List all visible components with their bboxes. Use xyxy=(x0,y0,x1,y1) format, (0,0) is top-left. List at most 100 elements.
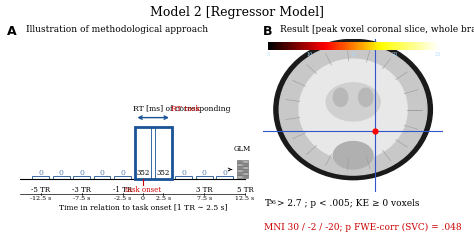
Bar xyxy=(94,176,110,179)
Bar xyxy=(400,42,402,50)
Bar xyxy=(355,42,358,50)
Text: 12.5 s: 12.5 s xyxy=(236,196,255,201)
Bar xyxy=(370,42,373,50)
Bar xyxy=(434,42,436,50)
Bar xyxy=(237,175,242,178)
Bar xyxy=(243,175,248,178)
Bar xyxy=(366,42,368,50)
Bar xyxy=(351,42,354,50)
Bar xyxy=(347,42,349,50)
Text: 0: 0 xyxy=(141,196,145,201)
Bar xyxy=(279,42,282,50)
Bar xyxy=(283,42,286,50)
Text: 25: 25 xyxy=(435,52,441,57)
Bar xyxy=(376,42,379,50)
Bar xyxy=(216,176,233,179)
Bar xyxy=(271,42,273,50)
Bar xyxy=(135,127,172,179)
Text: Result [peak voxel coronal slice, whole brain]: Result [peak voxel coronal slice, whole … xyxy=(280,25,474,34)
Bar xyxy=(353,42,356,50)
Ellipse shape xyxy=(279,44,427,175)
Text: 5 TR: 5 TR xyxy=(237,186,254,194)
Text: 3 TR: 3 TR xyxy=(196,186,212,194)
Bar xyxy=(53,176,70,179)
Bar xyxy=(237,163,242,166)
Bar xyxy=(423,42,426,50)
Bar xyxy=(323,42,326,50)
Text: 0: 0 xyxy=(79,169,84,177)
Bar xyxy=(135,127,151,179)
Bar xyxy=(315,42,318,50)
Text: 0: 0 xyxy=(59,169,64,177)
Bar xyxy=(408,42,410,50)
Bar xyxy=(319,42,322,50)
Bar xyxy=(298,42,301,50)
Text: > 2.7 ; p < .005; KE ≥ 0 voxels: > 2.7 ; p < .005; KE ≥ 0 voxels xyxy=(274,199,419,208)
Bar xyxy=(425,42,428,50)
Text: 0: 0 xyxy=(182,169,186,177)
Bar xyxy=(374,42,377,50)
Bar xyxy=(429,42,432,50)
Bar xyxy=(391,42,394,50)
Bar xyxy=(393,42,396,50)
Text: Illustration of methodological approach: Illustration of methodological approach xyxy=(26,25,208,34)
Text: B: B xyxy=(263,25,273,38)
Ellipse shape xyxy=(358,88,373,107)
Text: 20: 20 xyxy=(392,52,398,57)
Text: 0: 0 xyxy=(202,169,207,177)
Ellipse shape xyxy=(333,88,348,107)
Bar xyxy=(412,42,415,50)
Bar xyxy=(196,176,213,179)
Bar xyxy=(321,42,324,50)
Bar xyxy=(398,42,400,50)
Text: 2.5 s: 2.5 s xyxy=(156,196,171,201)
Bar xyxy=(302,42,305,50)
Bar xyxy=(421,42,423,50)
Text: 5: 5 xyxy=(267,52,270,57)
Bar xyxy=(300,42,303,50)
Bar xyxy=(368,42,370,50)
Bar xyxy=(410,42,413,50)
Bar xyxy=(237,169,242,172)
Bar xyxy=(343,42,345,50)
Text: 36: 36 xyxy=(269,200,277,205)
Bar xyxy=(406,42,409,50)
Bar xyxy=(359,42,362,50)
Bar xyxy=(73,176,90,179)
Bar xyxy=(326,42,328,50)
Bar xyxy=(427,42,429,50)
Bar xyxy=(175,176,192,179)
Ellipse shape xyxy=(274,39,432,180)
Bar xyxy=(419,42,421,50)
Bar xyxy=(395,42,398,50)
Bar xyxy=(237,172,242,175)
Bar xyxy=(268,42,271,50)
Bar xyxy=(379,42,381,50)
Point xyxy=(371,129,379,133)
Text: -3 TR: -3 TR xyxy=(72,186,91,194)
Ellipse shape xyxy=(333,141,373,169)
Text: task onset: task onset xyxy=(125,186,161,194)
Bar xyxy=(328,42,330,50)
Bar xyxy=(345,42,347,50)
Bar xyxy=(402,42,404,50)
Bar xyxy=(381,42,383,50)
Bar xyxy=(334,42,337,50)
Bar xyxy=(338,42,341,50)
Bar xyxy=(243,163,248,166)
Text: -12.5 s: -12.5 s xyxy=(30,196,52,201)
Bar xyxy=(275,42,277,50)
Text: 0: 0 xyxy=(100,169,104,177)
Bar xyxy=(372,42,374,50)
Text: RT [ms] of corresponding: RT [ms] of corresponding xyxy=(133,105,233,113)
Bar xyxy=(311,42,313,50)
Bar xyxy=(436,42,438,50)
Bar xyxy=(294,42,296,50)
Text: 0: 0 xyxy=(120,169,125,177)
Bar xyxy=(332,42,335,50)
Bar xyxy=(273,42,275,50)
Bar xyxy=(340,42,343,50)
Bar xyxy=(281,42,283,50)
Bar xyxy=(307,42,309,50)
Text: Model 2 [Regressor Model]: Model 2 [Regressor Model] xyxy=(150,6,324,19)
